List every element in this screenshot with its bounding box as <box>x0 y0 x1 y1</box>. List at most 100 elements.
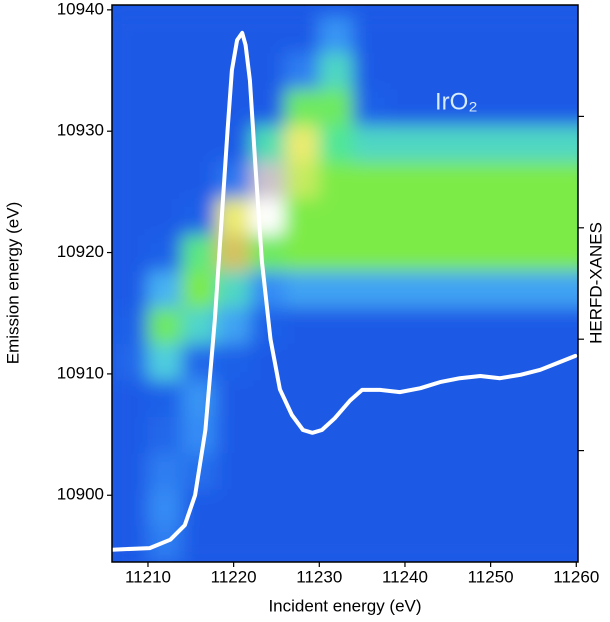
heat-cell <box>147 343 183 381</box>
heat-cell <box>284 270 320 308</box>
heat-cell <box>524 197 560 235</box>
y-tick-label: 10930 <box>57 121 104 140</box>
heat-cell <box>216 415 252 454</box>
heat-cell <box>353 51 389 90</box>
heat-cell <box>558 343 578 381</box>
heat-cell <box>353 124 389 163</box>
heat-cell <box>490 161 526 199</box>
heat-cell <box>353 525 389 562</box>
heat-cell <box>490 15 526 53</box>
heat-cell <box>490 306 526 345</box>
heat-cell <box>524 306 560 345</box>
heat-cell <box>455 306 492 345</box>
heat-cell <box>318 124 355 163</box>
heat-cell <box>181 161 218 199</box>
heat-cell <box>455 161 492 199</box>
xanes-line <box>112 30 578 552</box>
heat-cell <box>490 270 526 308</box>
heat-cell <box>387 488 423 527</box>
heat-cell <box>318 306 355 345</box>
y-tick-label: 10910 <box>57 363 104 382</box>
heat-cell <box>353 15 389 53</box>
heat-cell <box>250 88 286 126</box>
heat-cell <box>421 197 457 235</box>
heat-cell <box>421 343 457 381</box>
heat-cell <box>490 488 526 527</box>
heat-cell <box>216 343 252 381</box>
heat-cell <box>181 15 218 53</box>
heat-cell <box>455 270 492 308</box>
heat-cell <box>113 415 149 454</box>
heat-cell <box>318 415 355 454</box>
heat-cell <box>353 197 389 235</box>
heat-cell <box>284 525 320 562</box>
heat-cell <box>216 379 252 417</box>
x-tick-label: 11210 <box>125 567 171 586</box>
heat-cell <box>147 15 183 53</box>
heat-cell <box>318 197 355 235</box>
heat-cell <box>318 525 355 562</box>
heat-cell <box>353 88 389 126</box>
heat-cell <box>524 161 560 199</box>
heat-cell <box>387 51 423 90</box>
heat-cell <box>524 233 560 272</box>
heat-cell <box>524 124 560 163</box>
heat-cell <box>113 525 149 562</box>
heat-cell <box>113 233 149 272</box>
heat-cell <box>113 88 149 126</box>
heat-cell <box>147 379 183 417</box>
heat-cell <box>318 343 355 381</box>
heat-cell <box>387 379 423 417</box>
heat-cell <box>147 415 183 454</box>
heat-cell <box>216 306 252 345</box>
plot-area <box>112 15 578 562</box>
heat-cell <box>490 51 526 90</box>
heat-cell <box>353 270 389 308</box>
heat-cell <box>490 452 526 490</box>
heat-cell <box>250 488 286 527</box>
x-tick-label: 11230 <box>296 567 342 586</box>
heat-cell <box>558 270 578 308</box>
heat-cell <box>147 270 183 308</box>
heat-cell <box>250 15 286 53</box>
heat-cell <box>216 124 252 163</box>
heat-cell <box>387 452 423 490</box>
heat-cell <box>421 525 457 562</box>
heat-cell <box>558 452 578 490</box>
heat-cell <box>421 452 457 490</box>
heat-cell <box>524 88 560 126</box>
heat-cell <box>421 15 457 53</box>
heat-cell <box>558 15 578 53</box>
heat-cell <box>421 270 457 308</box>
heat-cell <box>284 88 320 126</box>
heat-cell <box>250 233 286 272</box>
heat-cell <box>181 306 218 345</box>
heat-cell <box>524 452 560 490</box>
heat-cell <box>524 415 560 454</box>
y-tick-label: 10900 <box>57 485 104 504</box>
heat-cell <box>181 233 218 272</box>
heat-cell <box>284 306 320 345</box>
heat-cell <box>455 15 492 53</box>
annotation: IrO₂ <box>435 88 478 115</box>
heatmap <box>113 15 578 562</box>
heat-cell <box>490 197 526 235</box>
heat-cell <box>181 88 218 126</box>
heat-cell <box>181 379 218 417</box>
heat-cell <box>147 124 183 163</box>
x-tick-label: 11250 <box>468 567 514 586</box>
heat-cell <box>284 124 320 163</box>
heat-cell <box>147 488 183 527</box>
heat-cell <box>387 306 423 345</box>
heat-cell <box>113 379 149 417</box>
heat-cell <box>318 379 355 417</box>
heat-cell <box>455 197 492 235</box>
heat-cell <box>387 15 423 53</box>
heat-cell <box>387 161 423 199</box>
heat-cell <box>421 415 457 454</box>
heat-cell <box>250 452 286 490</box>
heat-cell <box>524 488 560 527</box>
heat-cell <box>490 415 526 454</box>
heat-cell <box>455 88 492 126</box>
